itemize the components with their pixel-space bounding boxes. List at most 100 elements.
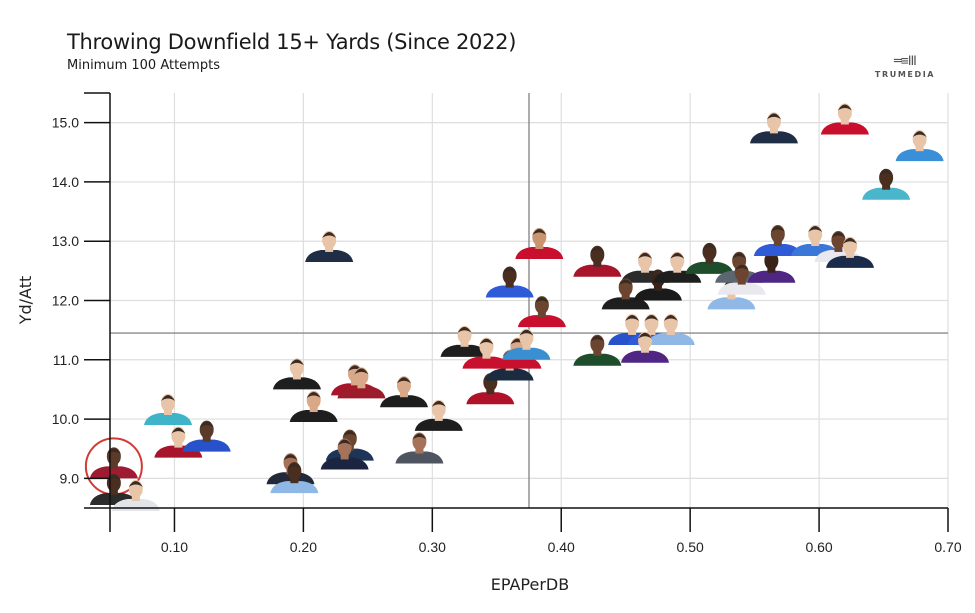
jersey-shape [707,297,756,310]
neck-shape [773,241,782,247]
jersey-shape [466,392,515,405]
neck-shape [537,312,546,318]
player-headshot-point [272,358,321,390]
jersey-shape [717,282,766,295]
player-headshot-point [517,296,566,328]
player-headshot-point [820,103,869,135]
hair-shape [457,326,472,333]
player-headshot-point [747,251,796,283]
y-axis-title: Yd/Att [16,276,35,326]
jersey-shape [633,288,682,301]
jersey-shape [89,466,138,479]
chart-subtitle: Minimum 100 Attempts [67,58,220,73]
hair-shape [734,264,749,271]
hair-shape [831,231,846,238]
player-headshot-point [182,420,231,452]
jersey-shape [685,261,734,274]
player-headshot-point [485,266,534,298]
hair-shape [199,421,214,428]
hair-shape [347,365,362,372]
x-tick-label: 0.70 [934,539,961,555]
neck-shape [174,442,183,448]
neck-shape [290,478,299,484]
hair-shape [322,231,337,238]
hair-shape [766,113,781,120]
neck-shape [705,258,714,264]
y-tick-label: 10.0 [52,411,79,427]
hair-shape [128,480,143,487]
hair-shape [479,338,494,345]
data-points [84,103,944,511]
axes [84,92,949,532]
neck-shape [325,246,334,252]
y-tick-label: 12.0 [52,293,79,309]
hair-shape [590,335,605,342]
neck-shape [840,119,849,125]
jersey-shape [305,249,354,262]
hair-shape [502,267,517,274]
neck-shape [653,285,662,291]
chart-title: Throwing Downfield 15+ Yards (Since 2022… [67,30,517,54]
jersey-shape [621,350,670,363]
hair-shape [670,252,685,259]
jersey-shape [485,285,534,298]
player-headshot-point [502,328,551,360]
player-headshot-point [320,438,369,470]
jersey-shape [144,413,193,425]
neck-shape [505,282,514,288]
neck-shape [486,389,495,395]
jersey-shape [820,122,869,135]
neck-shape [399,392,408,398]
hair-shape [644,314,659,321]
jersey-shape [515,247,564,259]
neck-shape [434,415,443,421]
hair-shape [337,439,352,446]
hair-shape [283,454,298,461]
hair-shape [618,279,633,286]
hair-shape [534,297,549,304]
jersey-shape [502,347,551,360]
player-headshot-point [395,432,444,464]
neck-shape [202,436,211,442]
neck-shape [535,244,544,249]
neck-shape [727,294,736,300]
jersey-shape [272,377,321,390]
player-headshot-point [862,168,911,200]
hair-shape [287,463,302,470]
y-tick-label: 14.0 [52,174,79,190]
x-tick-label: 0.60 [805,539,832,555]
hair-shape [732,252,747,259]
player-headshot-point [685,242,734,274]
neck-shape [350,380,359,386]
trumedia-logo: ═≡ⅠⅡ TRUMEDIA [872,55,938,80]
neck-shape [131,495,140,501]
jersey-shape [485,368,534,381]
player-headshot-point [646,313,695,345]
player-headshot-point [826,236,875,268]
x-tick-label: 0.40 [548,539,575,555]
neck-shape [628,329,637,335]
neck-shape [164,410,173,415]
player-headshot-point [289,391,338,423]
neck-shape [767,267,776,273]
neck-shape [769,128,778,134]
hair-shape [590,246,605,253]
hair-shape [650,270,665,277]
jersey-shape [337,386,386,399]
jersey-shape [320,457,369,470]
player-headshot-point [414,399,463,431]
neck-shape [460,341,469,347]
hair-shape [837,104,852,111]
jersey-shape [289,410,338,423]
y-tick-label: 15.0 [52,115,79,131]
jersey-shape [379,395,428,408]
hair-shape [663,314,678,321]
jersey-shape [895,149,944,162]
hair-shape [431,400,446,407]
neck-shape [621,294,630,300]
jersey-shape [395,451,444,464]
player-headshot-point [144,394,193,425]
y-tick-label: 11.0 [53,352,79,368]
neck-shape [641,267,650,273]
